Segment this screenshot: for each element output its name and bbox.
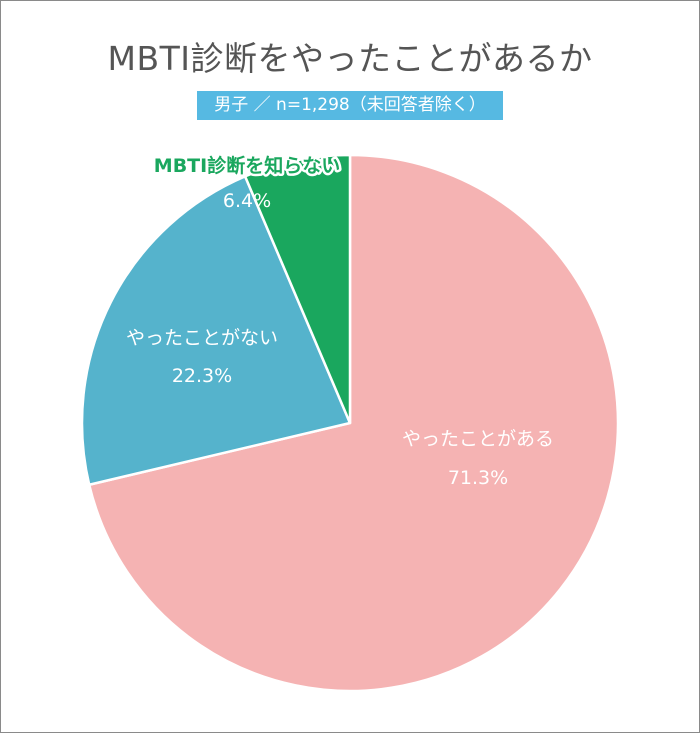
slice-value-label: 6.4% [223, 190, 271, 212]
slice-name-label: やったことがない [126, 327, 278, 349]
chart-subtitle: 男子 ／ n=1,298（未回答者除く） [197, 91, 503, 120]
chart-title: MBTI診断をやったことがあるか [107, 39, 593, 78]
slice-value-label: 71.3% [448, 467, 508, 489]
pie-labels: やったことがある 71.3% やったことがない 22.3% MBTI診断を知らない 6.4… [126, 152, 554, 490]
slice-name-label: やったことがある [402, 428, 554, 450]
slice-value-label: 22.3% [172, 365, 232, 387]
pie-slice-2 [80, 175, 352, 486]
pie-slices [80, 153, 620, 693]
slice-name-label: MBTI診断を知らない [154, 154, 340, 177]
pie-slice-1 [87, 153, 620, 693]
pie-slice-3 [243, 153, 352, 425]
